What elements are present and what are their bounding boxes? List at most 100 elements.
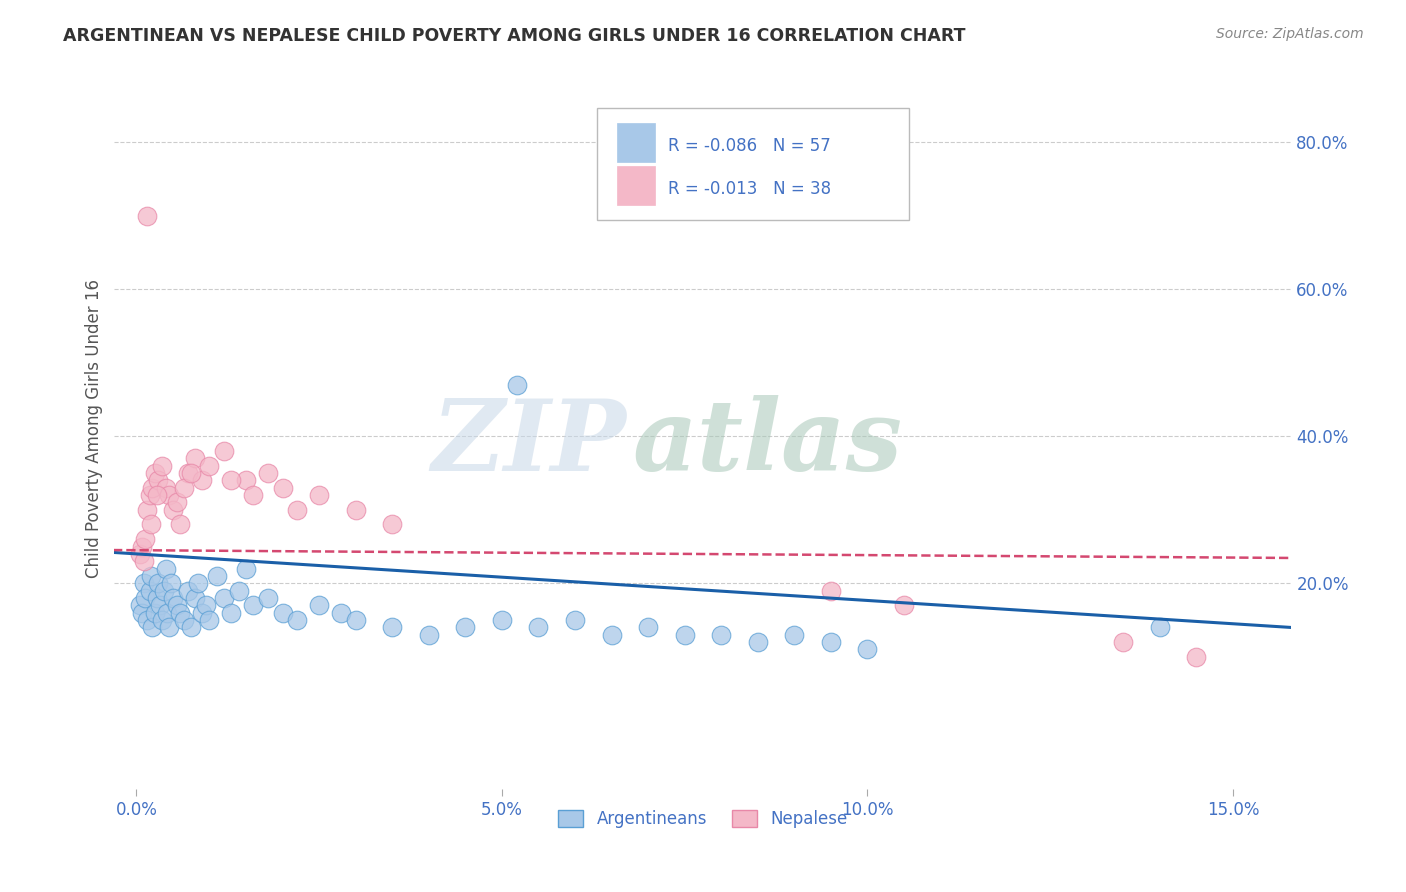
Point [783,628,806,642]
Point [180,620,202,634]
Point [221,606,243,620]
Point [271,606,294,620]
Point [344,502,367,516]
Point [454,620,477,634]
Point [194,599,217,613]
Point [169,517,191,532]
Point [131,540,153,554]
Point [150,613,173,627]
Point [146,591,169,605]
Point [129,599,152,613]
Point [176,466,198,480]
Point [169,606,191,620]
Point [198,458,221,473]
Point [134,532,156,546]
Text: R = -0.086   N = 57: R = -0.086 N = 57 [668,136,831,154]
Point [747,635,769,649]
Point [308,599,330,613]
Legend: Argentineans, Nepalese: Argentineans, Nepalese [551,804,855,835]
Point [138,488,160,502]
Point [600,628,623,642]
Point [242,599,264,613]
Point [198,613,221,627]
Point [157,488,180,502]
Point [856,642,879,657]
Point [129,547,152,561]
Point [505,377,527,392]
Point [141,481,163,495]
Point [527,620,550,634]
Text: R = -0.013   N = 38: R = -0.013 N = 38 [668,180,831,198]
Point [491,613,513,627]
Point [673,628,696,642]
Point [173,481,195,495]
Point [162,502,184,516]
Point [162,591,184,605]
Text: ARGENTINEAN VS NEPALESE CHILD POVERTY AMONG GIRLS UNDER 16 CORRELATION CHART: ARGENTINEAN VS NEPALESE CHILD POVERTY AM… [63,27,966,45]
Point [191,474,214,488]
Point [893,599,915,613]
Point [235,561,257,575]
Point [221,474,243,488]
Point [132,576,155,591]
Bar [617,122,655,162]
Point [205,569,228,583]
Point [564,613,586,627]
Y-axis label: Child Poverty Among Girls Under 16: Child Poverty Among Girls Under 16 [86,279,103,578]
Point [156,606,179,620]
Point [308,488,330,502]
Point [143,466,166,480]
Point [212,591,235,605]
Point [131,606,153,620]
Point [820,583,842,598]
Text: Source: ZipAtlas.com: Source: ZipAtlas.com [1216,27,1364,41]
Point [157,620,180,634]
Point [149,599,172,613]
Point [1112,635,1135,649]
Point [257,466,280,480]
Point [136,613,159,627]
Point [1149,620,1171,634]
Point [330,606,353,620]
Point [148,576,170,591]
Point [136,502,159,516]
Point [155,561,177,575]
Point [184,451,207,466]
Point [136,209,159,223]
Text: atlas: atlas [633,395,903,491]
Point [381,517,404,532]
Point [141,620,163,634]
Point [180,466,202,480]
Point [271,481,294,495]
Point [418,628,440,642]
Point [228,583,250,598]
Point [143,606,166,620]
Point [138,583,160,598]
FancyBboxPatch shape [598,108,908,219]
Point [166,495,188,509]
Point [166,599,188,613]
Point [235,474,257,488]
Point [134,591,156,605]
Point [344,613,367,627]
Point [184,591,207,605]
Point [150,458,173,473]
Point [1185,649,1208,664]
Point [132,554,155,568]
Point [710,628,733,642]
Point [285,613,308,627]
Bar [617,166,655,205]
Point [212,444,235,458]
Point [153,583,176,598]
Point [146,488,169,502]
Point [257,591,280,605]
Point [148,474,170,488]
Point [139,517,162,532]
Point [173,613,195,627]
Point [820,635,842,649]
Point [191,606,214,620]
Point [242,488,264,502]
Point [637,620,659,634]
Text: ZIP: ZIP [432,395,627,491]
Point [155,481,177,495]
